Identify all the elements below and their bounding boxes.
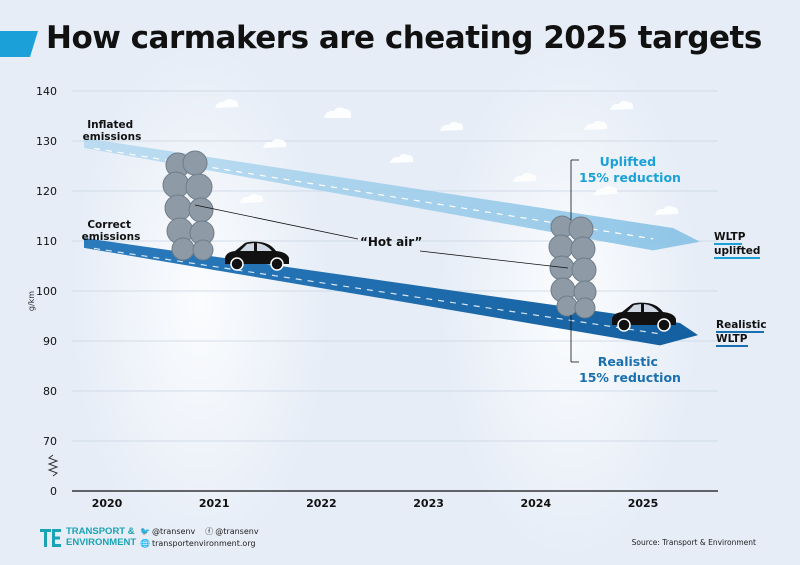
hot-air-connectors [194, 204, 569, 269]
x-tick-2021: 2021 [199, 497, 230, 510]
facebook-icon: ⓕ [205, 527, 214, 536]
x-tick-2023: 2023 [413, 497, 444, 510]
legend-realistic-wltp: Realistic WLTP [716, 319, 770, 345]
annotation-correct-emissions: Correct emissions [82, 219, 141, 243]
y-tick-70: 70 [43, 435, 57, 448]
highlight-2021 [70, 40, 330, 560]
brand-line-2: ENVIRONMENT [66, 537, 137, 548]
x-tick-2020: 2020 [92, 497, 123, 510]
y-tick-110: 110 [36, 235, 57, 248]
annotation-inflated-emissions: Inflated emissions [83, 119, 142, 143]
twitter-icon: 🐦 [140, 527, 150, 536]
annotation-uplifted-reduction: Uplifted 15% reduction [579, 154, 681, 185]
title-accent-bar [0, 31, 38, 57]
page-title: How carmakers are cheating 2025 targets [46, 20, 762, 56]
series-wltp-uplifted-band [84, 138, 700, 251]
y-axis-ticks: 0 70 80 90 100 110 120 130 140 [36, 85, 57, 498]
brand-line-1: TRANSPORT & [66, 526, 135, 537]
smoke-column-2024 [548, 215, 597, 319]
y-axis-label: g/km [27, 291, 36, 311]
y-tick-0: 0 [50, 485, 57, 498]
x-axis-ticks: 2020 2021 2022 2023 2024 2025 [92, 497, 659, 510]
annotation-realistic-reduction: Realistic 15% reduction [579, 354, 681, 385]
reduction-markers [570, 159, 579, 363]
smoke-column-2021 [162, 150, 215, 261]
y-tick-130: 130 [36, 135, 57, 148]
twitter-link[interactable]: 🐦 @transenv [140, 527, 196, 536]
x-tick-2024: 2024 [520, 497, 551, 510]
brand-name: TRANSPORT & ENVIRONMENT [66, 526, 136, 548]
annotation-hot-air: “Hot air” [360, 235, 422, 249]
x-tick-2022: 2022 [306, 497, 337, 510]
y-tick-90: 90 [43, 335, 57, 348]
website-link[interactable]: 🌐 transportenvironment.org [140, 539, 256, 548]
te-logo-icon [40, 529, 61, 547]
y-tick-120: 120 [36, 185, 57, 198]
y-tick-140: 140 [36, 85, 57, 98]
car-icon-2025 [612, 302, 676, 332]
y-tick-80: 80 [43, 385, 57, 398]
social-links: 🐦 @transenv ⓕ @transenv 🌐 transportenvironm… [140, 526, 259, 550]
car-icon-2021 [225, 241, 289, 271]
globe-icon: 🌐 [140, 539, 150, 548]
facebook-link[interactable]: ⓕ @transenv [205, 527, 259, 536]
sky-clouds [215, 98, 679, 215]
axis-break-icon [47, 454, 59, 477]
source-note: Source: Transport & Environment [631, 538, 756, 547]
legend-wltp-uplifted: WLTP uplifted [714, 231, 760, 257]
y-tick-100: 100 [36, 285, 57, 298]
x-tick-2025: 2025 [628, 497, 659, 510]
